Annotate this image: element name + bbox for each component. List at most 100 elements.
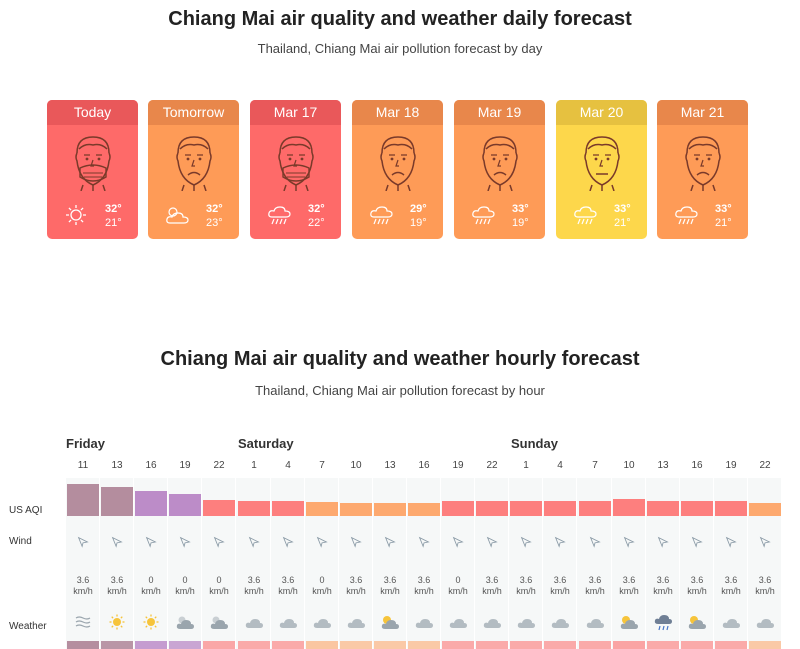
wind-speed-unit: km/h [175, 586, 195, 596]
aqi-bottom-bar [476, 641, 508, 649]
hour-label: 10 [623, 460, 635, 471]
aqi-bar[interactable] [272, 501, 304, 516]
hour-label: 22 [759, 460, 771, 471]
day-label-saturday: Saturday [238, 436, 294, 451]
aqi-bar[interactable] [238, 501, 270, 516]
aqi-bar[interactable] [306, 502, 338, 516]
aqi-bar[interactable] [408, 503, 440, 516]
wind-direction-icon [407, 535, 441, 553]
wind-speed: 3.6 km/h [680, 575, 714, 597]
sun-icon [141, 613, 161, 633]
sad-face-icon [376, 133, 420, 192]
aqi-bar[interactable] [340, 503, 372, 516]
aqi-bar[interactable] [67, 484, 99, 516]
aqi-bottom-bar [306, 641, 338, 649]
card-date-label: Mar 19 [454, 100, 545, 125]
wind-speed-value: 3.6 [417, 575, 431, 585]
wind-speed-unit: km/h [312, 586, 332, 596]
aqi-bar[interactable] [715, 501, 747, 516]
cloud-icon [550, 613, 570, 633]
aqi-bar[interactable] [101, 487, 133, 516]
card-temp-low: 21° [715, 217, 732, 229]
card-temp-high: 32° [308, 203, 325, 215]
aqi-bar[interactable] [442, 501, 474, 516]
wind-speed: 3.6 km/h [66, 575, 100, 597]
mask-face-icon [71, 133, 115, 192]
aqi-bar[interactable] [135, 491, 167, 516]
aqi-bar[interactable] [579, 501, 611, 516]
wind-speed-unit: km/h [585, 586, 605, 596]
cloud-icon [244, 613, 264, 633]
column-divider [201, 478, 202, 649]
wind-speed-value: 0 [216, 575, 222, 585]
forecast-card[interactable]: Today 32° 21° [47, 100, 138, 239]
sad-face-icon [172, 133, 216, 192]
partly-sunny-icon [687, 613, 707, 633]
wind-speed-value: 3.6 [622, 575, 636, 585]
cloud-icon [278, 613, 298, 633]
wind-speed-unit: km/h [346, 586, 366, 596]
neutral-face-icon [580, 133, 624, 192]
wind-speed-unit: km/h [755, 586, 775, 596]
aqi-bottom-bar [681, 641, 713, 649]
aqi-bar[interactable] [647, 501, 679, 516]
aqi-bar[interactable] [749, 503, 781, 516]
wind-direction-icon [237, 535, 271, 553]
wind-speed-value: 3.6 [656, 575, 670, 585]
aqi-bar[interactable] [544, 501, 576, 516]
aqi-bottom-bar [647, 641, 679, 649]
wind-speed: 3.6 km/h [475, 575, 509, 597]
wind-direction-icon [680, 535, 714, 553]
mask-face-icon [274, 133, 318, 192]
forecast-card[interactable]: Mar 20 33° 21° [556, 100, 647, 239]
wind-speed-unit: km/h [380, 586, 400, 596]
aqi-bar[interactable] [374, 503, 406, 516]
card-temp-high: 32° [105, 203, 122, 215]
card-temp-low: 21° [614, 217, 631, 229]
wind-speed-unit: km/h [687, 586, 707, 596]
wind-speed-unit: km/h [721, 586, 741, 596]
forecast-card[interactable]: Mar 18 29° 19° [352, 100, 443, 239]
aqi-bar[interactable] [613, 499, 645, 516]
wind-speed: 0 km/h [168, 575, 202, 597]
wind-speed-value: 3.6 [553, 575, 567, 585]
wind-speed-unit: km/h [516, 586, 536, 596]
wind-speed: 3.6 km/h [509, 575, 543, 597]
wind-speed-value: 3.6 [758, 575, 772, 585]
hour-label: 16 [145, 460, 157, 471]
aqi-bar[interactable] [510, 501, 542, 516]
forecast-card[interactable]: Mar 21 33° 21° [657, 100, 748, 239]
wind-speed: 3.6 km/h [407, 575, 441, 597]
wind-speed: 3.6 km/h [612, 575, 646, 597]
wind-speed-value: 3.6 [110, 575, 124, 585]
wind-direction-icon [100, 535, 134, 553]
daily-forecast-subtitle: Thailand, Chiang Mai air pollution forec… [257, 41, 543, 56]
cloud-icon [312, 613, 332, 633]
wind-speed-value: 3.6 [690, 575, 704, 585]
column-divider [542, 478, 543, 649]
daily-forecast-title: Chiang Mai air quality and weather daily… [168, 8, 632, 30]
aqi-bottom-bar [579, 641, 611, 649]
wind-direction-icon [612, 535, 646, 553]
aqi-bar[interactable] [476, 501, 508, 516]
aqi-bar[interactable] [169, 494, 201, 516]
wind-direction-icon [66, 535, 100, 553]
column-divider [440, 478, 441, 649]
aqi-bar[interactable] [681, 501, 713, 516]
wind-speed-value: 3.6 [383, 575, 397, 585]
card-date-label: Mar 17 [250, 100, 341, 125]
rain-cloud-icon [653, 613, 673, 633]
column-divider [747, 478, 748, 649]
wind-speed-value: 0 [182, 575, 188, 585]
aqi-bar[interactable] [203, 500, 235, 516]
hour-label: 1 [251, 460, 257, 471]
cloud-icon [346, 613, 366, 633]
hour-label: 4 [557, 460, 563, 471]
card-temp-low: 22° [308, 217, 325, 229]
forecast-card[interactable]: Mar 19 33° 19° [454, 100, 545, 239]
forecast-card[interactable]: Mar 17 32° 22° [250, 100, 341, 239]
forecast-card[interactable]: Tomorrow 32° 23° [148, 100, 239, 239]
wind-speed: 3.6 km/h [646, 575, 680, 597]
card-date-label: Mar 21 [657, 100, 748, 125]
card-date-label: Today [47, 100, 138, 125]
